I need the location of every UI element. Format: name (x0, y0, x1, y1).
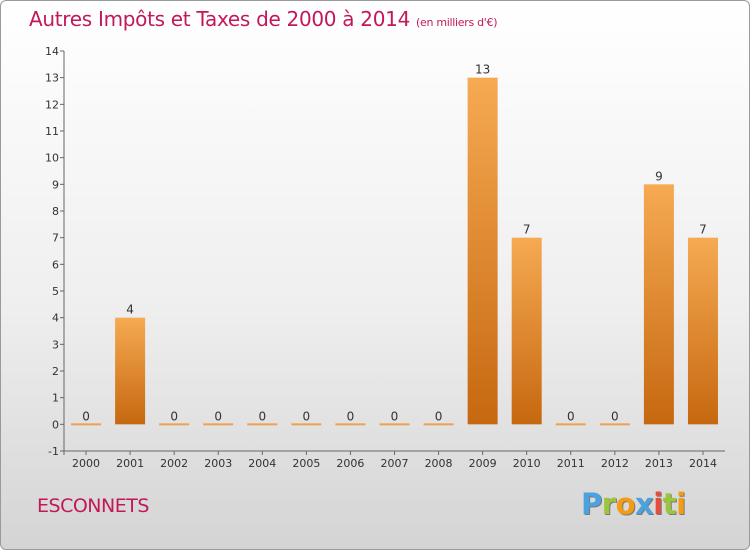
x-tick-label: 2011 (557, 457, 585, 470)
bar (643, 184, 674, 425)
x-tick-label: 2013 (645, 457, 673, 470)
data-label: 13 (475, 63, 490, 77)
logo-letter: i (653, 487, 663, 521)
x-tick-label: 2002 (160, 457, 188, 470)
data-label: 0 (214, 409, 222, 423)
y-tick-label: 11 (45, 125, 59, 138)
bar (159, 423, 190, 426)
chart-title: Autres Impôts et Taxes de 2000 à 2014 (en… (29, 7, 497, 31)
bar (467, 77, 498, 425)
x-tick-label: 2012 (601, 457, 629, 470)
logo-letter: t (662, 487, 677, 521)
logo-letter: i (676, 487, 686, 521)
data-label: 0 (391, 409, 399, 423)
data-label: 4 (126, 303, 134, 317)
bar (687, 237, 718, 425)
y-tick-label: 10 (45, 152, 59, 165)
bar (247, 423, 278, 426)
x-tick-label: 2010 (513, 457, 541, 470)
bar (291, 423, 322, 426)
logo-letter: r (601, 487, 616, 521)
y-tick-label: 8 (52, 205, 59, 218)
x-tick-label: 2014 (689, 457, 717, 470)
y-tick-label: 5 (52, 285, 59, 298)
bar (511, 237, 542, 425)
y-tick-label: 3 (52, 338, 59, 351)
bar (555, 423, 586, 426)
chart-title-text: Autres Impôts et Taxes de 2000 à 2014 (29, 7, 410, 31)
data-label: 0 (82, 409, 90, 423)
bar (335, 423, 366, 426)
x-tick-label: 2008 (425, 457, 453, 470)
data-label: 0 (347, 409, 355, 423)
y-tick-label: 7 (52, 232, 59, 245)
x-tick-label: 2004 (248, 457, 276, 470)
bar (599, 423, 630, 426)
data-label: 7 (523, 223, 531, 237)
bar (423, 423, 454, 426)
y-tick-label: -1 (48, 445, 59, 458)
y-tick-label: 9 (52, 178, 59, 191)
x-tick-label: 2003 (204, 457, 232, 470)
logo-letter: o (615, 487, 636, 521)
y-tick-label: 2 (52, 365, 59, 378)
bar (379, 423, 410, 426)
data-label: 0 (611, 409, 619, 423)
x-tick-label: 2005 (292, 457, 320, 470)
bar (203, 423, 234, 426)
data-label: 9 (655, 169, 663, 183)
data-label: 0 (435, 409, 443, 423)
x-tick-label: 2000 (72, 457, 100, 470)
y-tick-label: 0 (52, 418, 59, 431)
data-label: 0 (567, 409, 575, 423)
bar (71, 423, 102, 426)
data-label: 0 (170, 409, 178, 423)
logo-letter: x (635, 487, 654, 521)
data-label: 0 (258, 409, 266, 423)
x-tick-label: 2009 (469, 457, 497, 470)
x-tick-label: 2006 (336, 457, 364, 470)
unit-label: (en milliers d'€) (416, 16, 498, 29)
y-tick-label: 13 (45, 72, 59, 85)
logo-letter: P (581, 487, 602, 521)
commune-name: ESCONNETS (37, 495, 149, 517)
bar (115, 317, 146, 425)
proxiti-logo: Proxiti (581, 487, 686, 521)
y-tick-label: 6 (52, 258, 59, 271)
x-tick-label: 2001 (116, 457, 144, 470)
data-label: 0 (303, 409, 311, 423)
data-label: 7 (699, 223, 707, 237)
x-tick-label: 2007 (381, 457, 409, 470)
y-tick-label: 1 (52, 392, 59, 405)
y-tick-label: 12 (45, 98, 59, 111)
y-tick-label: 14 (45, 45, 59, 58)
y-tick-label: 4 (52, 312, 59, 325)
